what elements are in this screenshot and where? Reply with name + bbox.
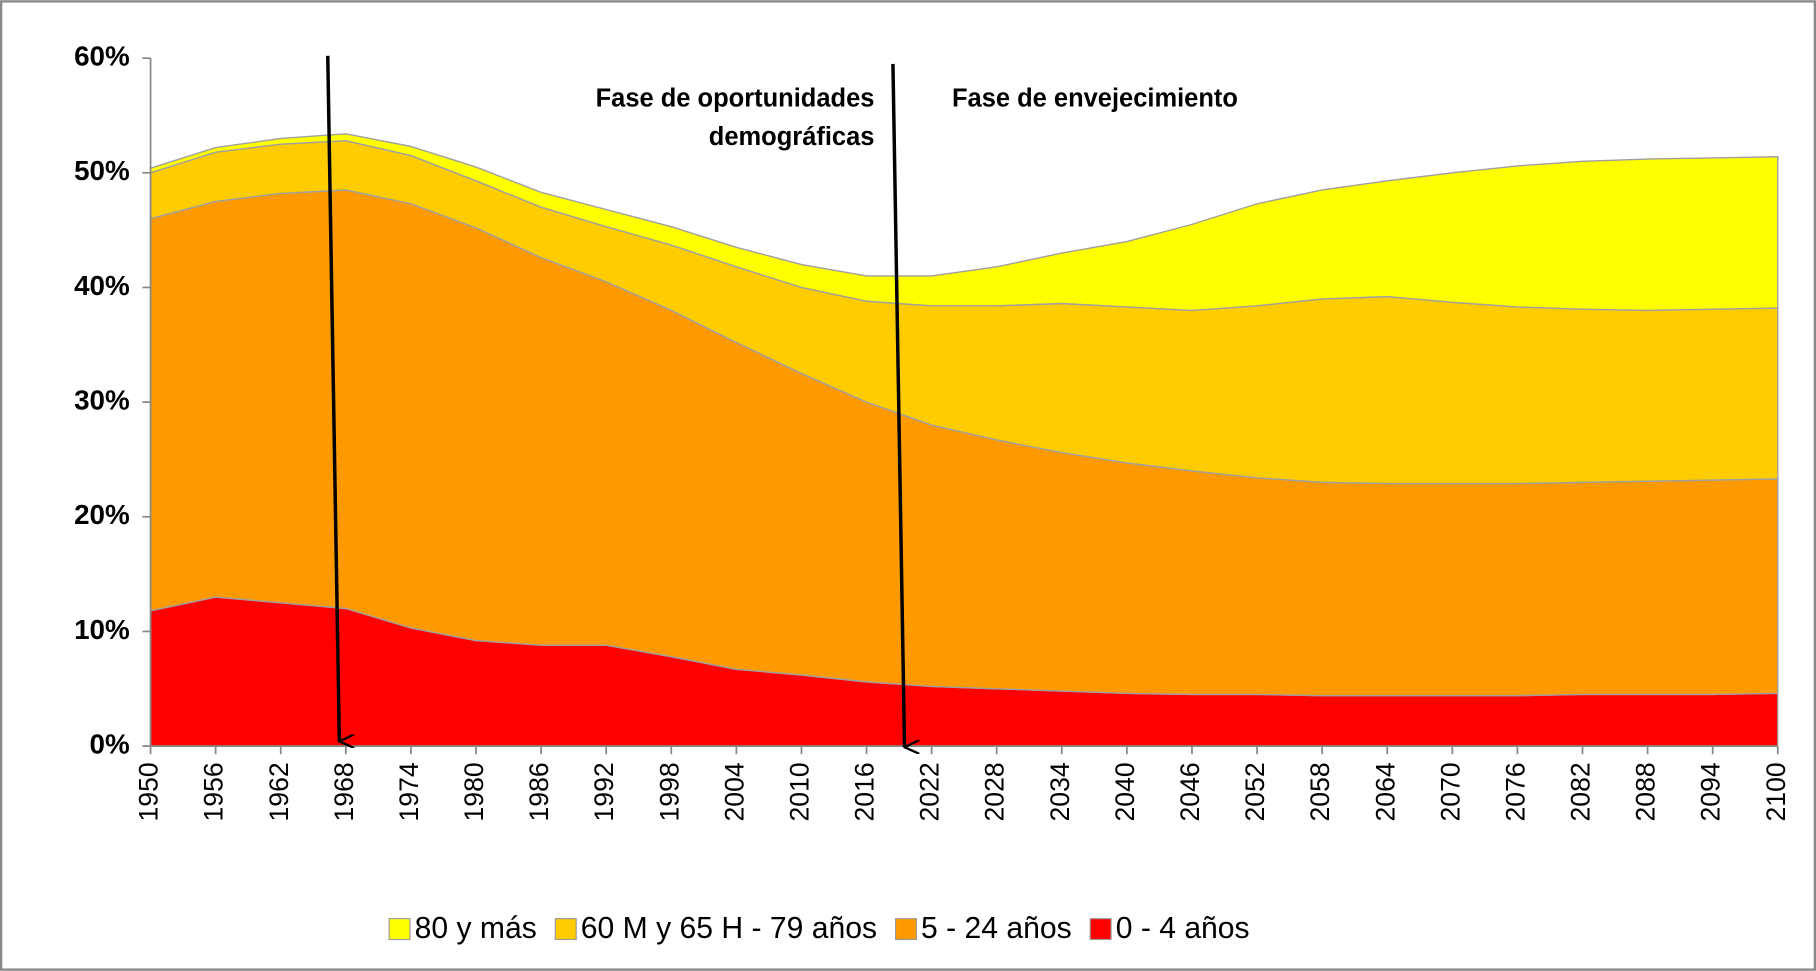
x-tick-label: 2070 — [1435, 762, 1465, 821]
x-tick-label: 2004 — [719, 762, 749, 821]
x-tick-label: 2052 — [1240, 762, 1270, 821]
legend-swatch — [894, 918, 917, 941]
legend-label: 60 M y 65 H - 79 años — [581, 912, 877, 945]
x-tick-label: 2040 — [1110, 762, 1140, 821]
x-tick-label: 2058 — [1305, 762, 1335, 821]
y-tick-label: 30% — [74, 384, 130, 415]
annotation: demográficas — [709, 123, 875, 151]
x-tick-label: 1974 — [394, 762, 424, 821]
x-tick-label: 2094 — [1696, 762, 1726, 821]
y-tick-label: 60% — [74, 40, 130, 71]
arrow — [326, 55, 340, 742]
x-tick-label: 1998 — [654, 762, 684, 821]
x-tick-label: 1962 — [264, 762, 294, 821]
annotation: Fase de oportunidades — [596, 85, 875, 113]
x-tick-label: 2088 — [1631, 762, 1661, 821]
area — [149, 133, 1779, 312]
y-tick-label: 10% — [74, 614, 130, 645]
x-tick-label: 1956 — [199, 762, 229, 821]
x-tick-label: 2022 — [915, 762, 945, 821]
legend-swatch — [388, 918, 411, 941]
annotation: Fase de envejecimiento — [952, 85, 1238, 113]
legend: 80 y más 60 M y 65 H - 79 años 5 - 24 años… — [388, 912, 1250, 945]
legend-swatch — [1089, 918, 1112, 941]
x-tick-label: 1968 — [329, 762, 359, 821]
x-tick-label: 2100 — [1761, 762, 1791, 821]
x-tick-label: 2064 — [1370, 762, 1400, 821]
x-tick-label: 1986 — [524, 762, 554, 821]
legend-label: 80 y más — [415, 912, 537, 945]
legend-label: 5 - 24 años — [921, 912, 1072, 945]
y-tick-label: 40% — [74, 270, 130, 301]
x-tick-label: 1980 — [459, 762, 489, 821]
x-tick-label: 2076 — [1500, 762, 1530, 821]
x-tick-label: 1950 — [134, 762, 164, 821]
legend-label: 0 - 4 años — [1116, 912, 1250, 945]
x-tick-label: 2010 — [784, 762, 814, 821]
x-tick-label: 2028 — [980, 762, 1010, 821]
x-tick-label: 2082 — [1566, 762, 1596, 821]
x-tick-label: 2034 — [1045, 762, 1075, 821]
legend-swatch — [554, 918, 577, 941]
x-tick-label: 1992 — [589, 762, 619, 821]
y-tick-label: 50% — [74, 155, 130, 186]
x-tick-label: 2016 — [850, 762, 880, 821]
x-tick-label: 2046 — [1175, 762, 1205, 821]
y-tick-label: 20% — [74, 499, 130, 530]
y-tick-label: 0% — [90, 728, 130, 759]
arrow — [891, 63, 905, 747]
